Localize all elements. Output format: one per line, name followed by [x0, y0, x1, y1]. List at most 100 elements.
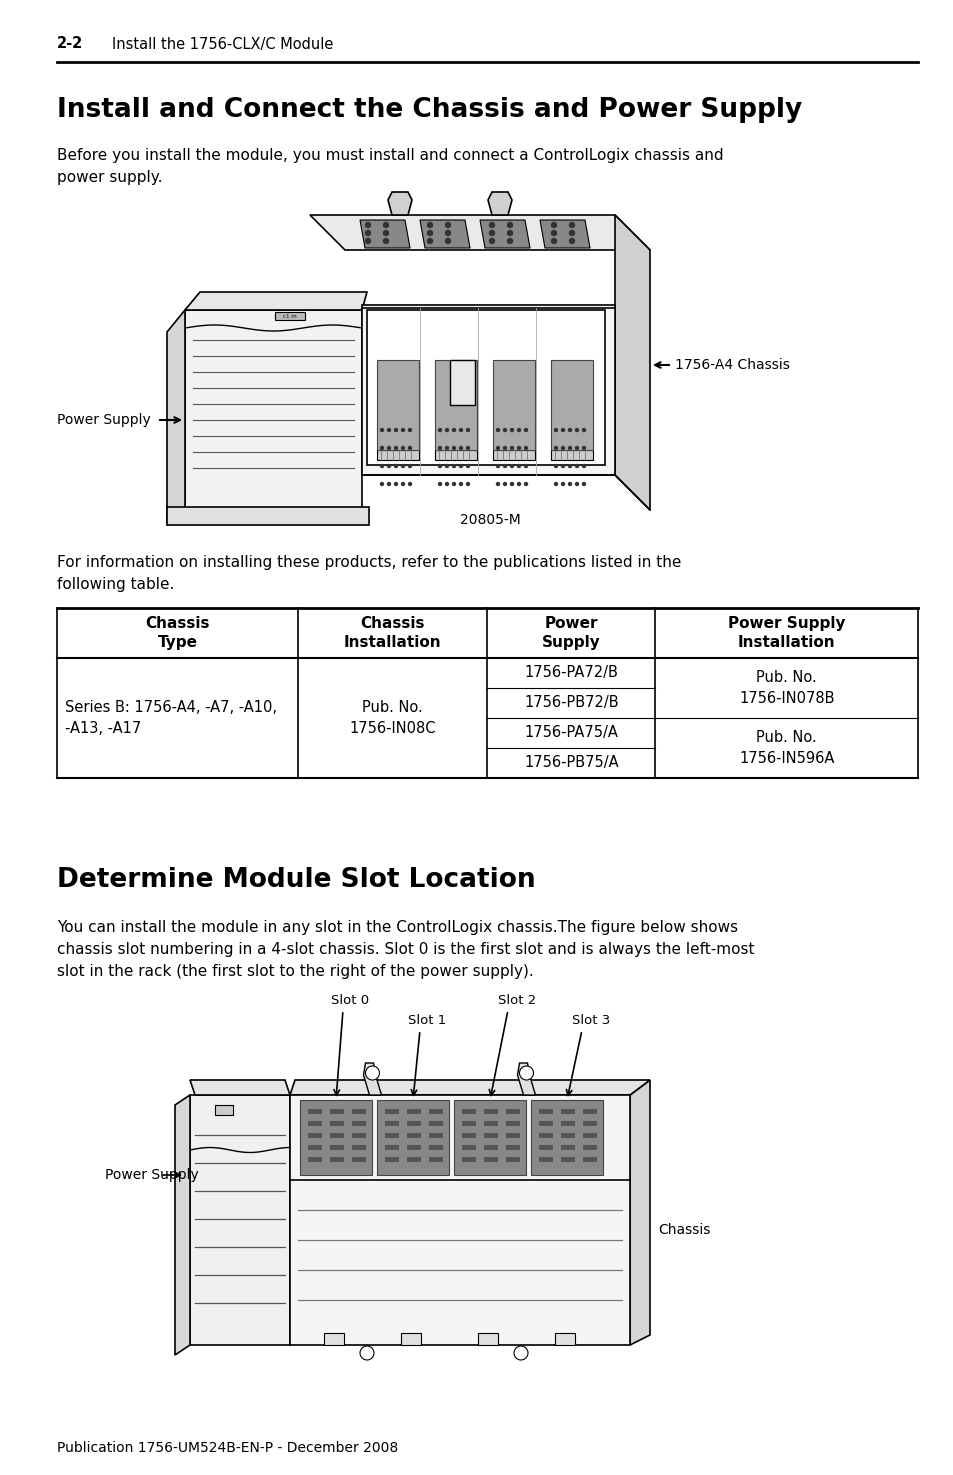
- Bar: [407, 1145, 420, 1151]
- Text: c1 m: c1 m: [283, 314, 296, 319]
- Circle shape: [359, 1347, 374, 1360]
- Circle shape: [503, 465, 506, 468]
- Text: Publication 1756-UM524B-EN-P - December 2008: Publication 1756-UM524B-EN-P - December …: [57, 1441, 397, 1454]
- Text: 1756-PB72/B: 1756-PB72/B: [523, 696, 618, 711]
- Circle shape: [575, 447, 578, 450]
- Circle shape: [438, 447, 441, 450]
- Circle shape: [380, 429, 383, 432]
- Text: Pub. No.
1756-IN078B: Pub. No. 1756-IN078B: [739, 670, 834, 707]
- Circle shape: [524, 482, 527, 485]
- Circle shape: [569, 239, 574, 243]
- Bar: [376, 450, 418, 460]
- Bar: [330, 1121, 344, 1125]
- Bar: [450, 360, 475, 406]
- Circle shape: [551, 230, 556, 236]
- Bar: [290, 1094, 629, 1345]
- Polygon shape: [174, 1094, 190, 1356]
- Circle shape: [551, 223, 556, 227]
- Circle shape: [503, 482, 506, 485]
- Circle shape: [395, 465, 397, 468]
- Circle shape: [459, 482, 462, 485]
- Bar: [461, 1133, 476, 1139]
- Bar: [483, 1133, 497, 1139]
- Circle shape: [452, 429, 455, 432]
- Circle shape: [561, 465, 564, 468]
- Bar: [308, 1145, 322, 1151]
- Bar: [324, 1333, 344, 1345]
- Circle shape: [561, 447, 564, 450]
- Text: 1756-PA75/A: 1756-PA75/A: [524, 726, 618, 740]
- Circle shape: [551, 239, 556, 243]
- Circle shape: [582, 465, 585, 468]
- Text: Chassis: Chassis: [658, 1223, 710, 1238]
- Circle shape: [575, 429, 578, 432]
- Bar: [538, 1121, 553, 1125]
- Circle shape: [517, 429, 520, 432]
- Bar: [385, 1156, 398, 1162]
- Bar: [582, 1145, 597, 1151]
- Circle shape: [568, 482, 571, 485]
- Polygon shape: [629, 1080, 649, 1345]
- Circle shape: [568, 447, 571, 450]
- Bar: [407, 1121, 420, 1125]
- Bar: [483, 1121, 497, 1125]
- Circle shape: [452, 447, 455, 450]
- Bar: [407, 1109, 420, 1114]
- Bar: [352, 1145, 366, 1151]
- Bar: [461, 1121, 476, 1125]
- Circle shape: [395, 447, 397, 450]
- Circle shape: [452, 482, 455, 485]
- Circle shape: [408, 465, 411, 468]
- Circle shape: [496, 447, 499, 450]
- Circle shape: [445, 239, 450, 243]
- Text: Slot 3: Slot 3: [572, 1013, 610, 1027]
- Circle shape: [496, 429, 499, 432]
- Circle shape: [365, 239, 370, 243]
- Bar: [538, 1109, 553, 1114]
- Bar: [435, 450, 476, 460]
- Circle shape: [401, 482, 404, 485]
- Circle shape: [459, 465, 462, 468]
- Text: Chassis
Type: Chassis Type: [145, 617, 210, 650]
- Text: Before you install the module, you must install and connect a ControlLogix chass: Before you install the module, you must …: [57, 148, 723, 186]
- Text: Power Supply
Installation: Power Supply Installation: [727, 617, 844, 650]
- Circle shape: [427, 239, 432, 243]
- Circle shape: [561, 482, 564, 485]
- Circle shape: [507, 230, 512, 236]
- Circle shape: [380, 447, 383, 450]
- Bar: [505, 1133, 519, 1139]
- Bar: [308, 1133, 322, 1139]
- Circle shape: [365, 230, 370, 236]
- Text: Pub. No.
1756-IN08C: Pub. No. 1756-IN08C: [349, 701, 436, 736]
- Circle shape: [459, 429, 462, 432]
- Circle shape: [507, 223, 512, 227]
- Bar: [429, 1156, 442, 1162]
- Circle shape: [554, 429, 557, 432]
- Circle shape: [582, 447, 585, 450]
- Bar: [483, 1156, 497, 1162]
- Circle shape: [510, 429, 513, 432]
- Bar: [538, 1145, 553, 1151]
- Bar: [493, 360, 535, 450]
- Circle shape: [459, 447, 462, 450]
- Circle shape: [496, 482, 499, 485]
- Text: Power Supply: Power Supply: [105, 1168, 198, 1181]
- Bar: [582, 1156, 597, 1162]
- Bar: [352, 1109, 366, 1114]
- Circle shape: [387, 465, 390, 468]
- Circle shape: [569, 230, 574, 236]
- Circle shape: [408, 447, 411, 450]
- Circle shape: [445, 482, 448, 485]
- Circle shape: [510, 447, 513, 450]
- Bar: [505, 1156, 519, 1162]
- Circle shape: [517, 465, 520, 468]
- Circle shape: [365, 223, 370, 227]
- Bar: [167, 507, 369, 525]
- Bar: [299, 1100, 372, 1176]
- Circle shape: [510, 465, 513, 468]
- Circle shape: [380, 482, 383, 485]
- Bar: [376, 360, 418, 450]
- Circle shape: [438, 482, 441, 485]
- Text: Pub. No.
1756-IN596A: Pub. No. 1756-IN596A: [739, 730, 834, 766]
- Bar: [352, 1156, 366, 1162]
